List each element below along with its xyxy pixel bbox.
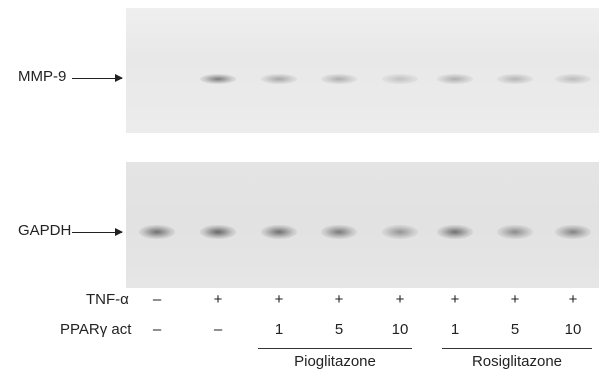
mmp9-label: MMP-9 bbox=[18, 68, 67, 85]
gapdh-band-lane-4 bbox=[321, 225, 357, 239]
tnf-value-lane-3: + bbox=[274, 291, 284, 308]
gapdh-band-lane-1 bbox=[139, 225, 175, 239]
ppar-value-lane-8: 10 bbox=[564, 321, 582, 338]
ppar-value-lane-6: 1 bbox=[450, 321, 460, 338]
gapdh-band-lane-7 bbox=[497, 225, 533, 239]
rosiglitazone-underline bbox=[442, 348, 592, 349]
ppar-value-lane-7: 5 bbox=[510, 321, 520, 338]
gapdh-blot-panel bbox=[126, 162, 599, 288]
tnf-row-label: TNF-α bbox=[86, 291, 129, 308]
mmp9-band-lane-2 bbox=[200, 74, 236, 84]
tnf-value-lane-2: + bbox=[213, 291, 223, 308]
ppar-value-lane-5: 10 bbox=[391, 321, 409, 338]
tnf-value-lane-5: + bbox=[395, 291, 405, 308]
ppar-value-lane-3: 1 bbox=[274, 321, 284, 338]
mmp9-band-lane-3 bbox=[261, 74, 297, 84]
tnf-value-lane-7: + bbox=[510, 291, 520, 308]
ppar-row-label: PPARγ act bbox=[60, 321, 132, 338]
mmp9-band-lane-4 bbox=[321, 74, 357, 84]
tnf-value-lane-6: + bbox=[450, 291, 460, 308]
gapdh-band-lane-3 bbox=[261, 225, 297, 239]
mmp9-blot-panel bbox=[126, 8, 599, 133]
gapdh-band-lane-6 bbox=[437, 225, 473, 239]
rosiglitazone-label: Rosiglitazone bbox=[471, 353, 563, 370]
tnf-value-lane-8: + bbox=[568, 291, 578, 308]
mmp9-band-lane-7 bbox=[497, 74, 533, 84]
mmp9-arrow-icon bbox=[72, 74, 123, 82]
ppar-value-lane-2: – bbox=[213, 321, 223, 338]
gapdh-arrow-icon bbox=[72, 228, 123, 236]
mmp9-band-lane-8 bbox=[555, 74, 591, 84]
gapdh-band-lane-2 bbox=[200, 225, 236, 239]
ppar-value-lane-1: – bbox=[152, 321, 162, 338]
tnf-value-lane-1: – bbox=[152, 291, 162, 308]
pioglitazone-underline bbox=[258, 348, 412, 349]
gapdh-label: GAPDH bbox=[18, 222, 72, 239]
tnf-value-lane-4: + bbox=[334, 291, 344, 308]
mmp9-band-lane-5 bbox=[382, 74, 418, 84]
mmp9-band-lane-6 bbox=[437, 74, 473, 84]
pioglitazone-label: Pioglitazone bbox=[294, 353, 376, 370]
ppar-value-lane-4: 5 bbox=[334, 321, 344, 338]
gapdh-band-lane-8 bbox=[555, 225, 591, 239]
gapdh-band-lane-5 bbox=[382, 225, 418, 239]
